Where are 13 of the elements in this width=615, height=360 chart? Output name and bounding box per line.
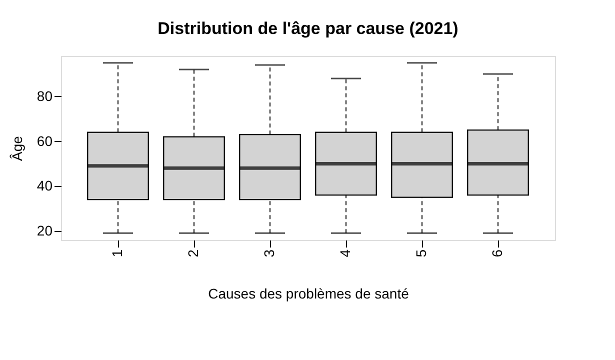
y-tick-label: 20 (36, 222, 53, 238)
y-tick-label: 60 (36, 132, 53, 149)
x-tick-label: 5 (413, 249, 429, 258)
x-axis-title: Causes des problèmes de santé (208, 285, 410, 302)
y-tick-label: 40 (36, 178, 53, 194)
x-tick-label: 2 (185, 249, 201, 258)
chart-title: Distribution de l'âge par cause (2021) (158, 19, 458, 38)
y-tick-label: 80 (36, 88, 53, 104)
x-tick-label: 4 (337, 249, 353, 258)
x-tick-label: 6 (489, 249, 505, 258)
x-tick-label: 1 (109, 249, 125, 258)
x-tick-label: 3 (261, 249, 277, 258)
y-axis-title: Âge (8, 136, 25, 161)
